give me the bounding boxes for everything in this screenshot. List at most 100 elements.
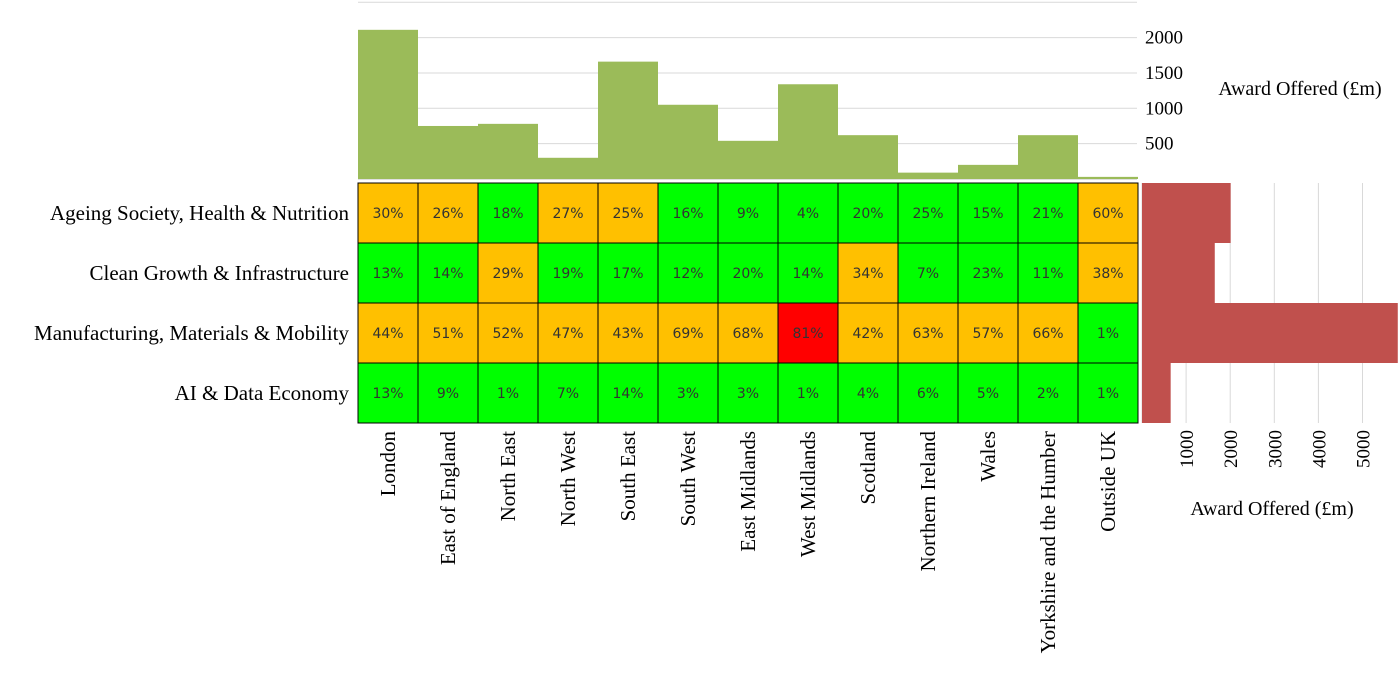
- side-x-tick-label: 1000: [1177, 430, 1198, 468]
- top-y-tick-labels: 500 1000 1500 2000: [1145, 28, 1183, 155]
- heatmap-cell-ai-data-economy-scotland: [837, 362, 899, 424]
- column-label-north-east: North East: [496, 431, 520, 522]
- top-y-tick-label: 2000: [1145, 28, 1183, 49]
- heatmap-cell-ageing-society-health-nutrition-scotland: [837, 182, 899, 244]
- heatmap-cell-clean-growth-infrastructure-east-of-england: [417, 242, 479, 304]
- row-label-ageing-society-health-nutrition: Ageing Society, Health & Nutrition: [50, 201, 350, 225]
- column-label-yorkshire-and-the-humber: Yorkshire and the Humber: [1036, 431, 1060, 653]
- heatmap-cell-label: 19%: [552, 266, 583, 282]
- heatmap-cell-ai-data-economy-london: [357, 362, 419, 424]
- heatmap-cell-label: 66%: [1032, 326, 1063, 342]
- column-label-outside-uk: Outside UK: [1096, 431, 1120, 532]
- heatmap-cell-ai-data-economy-yorkshire-and-the-humber: [1017, 362, 1079, 424]
- side-bar-ai-data-economy: [1142, 363, 1171, 423]
- heatmap-cell-label: 9%: [437, 386, 459, 402]
- side-x-tick-labels: 1000 2000 3000 4000 5000: [1177, 430, 1374, 468]
- top-bar-london: [358, 29, 418, 180]
- heatmap-cell-label: 12%: [672, 266, 703, 282]
- side-x-tick-label: 5000: [1354, 430, 1375, 468]
- heatmap-cell-label: 38%: [1092, 266, 1123, 282]
- heatmap-cell-label: 21%: [1032, 206, 1063, 222]
- heatmap-cell-labels: 30% 26% 18% 27% 25% 16% 9% 4% 20% 25% 15% 21% 60% 13%…: [372, 206, 1123, 402]
- heatmap-cell-label: 16%: [672, 206, 703, 222]
- heatmap-cell-ageing-society-health-nutrition-wales: [957, 182, 1019, 244]
- column-label-wales: Wales: [976, 431, 1000, 482]
- heatmap-cell-clean-growth-infrastructure-south-west: [657, 242, 719, 304]
- heatmap-cell-label: 14%: [432, 266, 463, 282]
- heatmap-cell-ai-data-economy-north-east: [477, 362, 539, 424]
- side-bar-ageing-society-health-nutrition: [1142, 183, 1231, 243]
- heatmap-cell-label: 69%: [672, 326, 703, 342]
- heatmap-cell-ai-data-economy-west-midlands: [777, 362, 839, 424]
- side-x-axis-label: Award Offered (£m): [1190, 498, 1353, 520]
- heatmap-cell-label: 17%: [612, 266, 643, 282]
- heatmap-cell-label: 5%: [977, 386, 999, 402]
- top-y-axis-label: Award Offered (£m): [1218, 78, 1381, 100]
- heatmap-cell-label: 13%: [372, 266, 403, 282]
- heatmap-cell-label: 6%: [917, 386, 939, 402]
- heatmap-cell-label: 52%: [492, 326, 523, 342]
- heatmap-cell-label: 3%: [737, 386, 759, 402]
- heatmap-cell-label: 81%: [792, 326, 823, 342]
- top-bar-wales: [958, 164, 1018, 179]
- heatmap-cell-label: 29%: [492, 266, 523, 282]
- heatmap-cell-clean-growth-infrastructure-outside-uk: [1077, 242, 1139, 304]
- heatmap-row-labels: Ageing Society, Health & Nutrition Clean …: [34, 201, 349, 405]
- heatmap-cell-ageing-society-health-nutrition-north-east: [477, 182, 539, 244]
- heatmap-cell-clean-growth-infrastructure-south-east: [597, 242, 659, 304]
- top-bar-outside-uk: [1078, 176, 1138, 179]
- heatmap-cell-clean-growth-infrastructure-wales: [957, 242, 1019, 304]
- heatmap-column-labels: London East of England North East North Wes…: [376, 431, 1120, 654]
- heatmap-cell-ai-data-economy-north-west: [537, 362, 599, 424]
- heatmap-cell-clean-growth-infrastructure-east-midlands: [717, 242, 779, 304]
- heatmap-cell-clean-growth-infrastructure-north-west: [537, 242, 599, 304]
- column-label-south-west: South West: [676, 431, 700, 527]
- column-label-north-west: North West: [556, 431, 580, 526]
- top-bar-yorkshire-and-the-humber: [1018, 135, 1078, 179]
- top-bar-east-midlands: [718, 140, 778, 179]
- top-bar-south-east: [598, 61, 658, 179]
- heatmap-cell-label: 1%: [1097, 386, 1119, 402]
- heatmap-cell-manufacturing-materials-mobility-west-midlands: [777, 302, 839, 364]
- side-bar-clean-growth-infrastructure: [1142, 243, 1215, 303]
- top-bar-south-west: [658, 104, 718, 179]
- column-label-northern-ireland: Northern Ireland: [916, 431, 940, 572]
- heatmap-cell-label: 25%: [612, 206, 643, 222]
- top-y-tick-label: 1000: [1145, 98, 1183, 119]
- heatmap-cell-label: 25%: [912, 206, 943, 222]
- row-label-clean-growth-infrastructure: Clean Growth & Infrastructure: [90, 261, 350, 285]
- heatmap-cell-label: 1%: [797, 386, 819, 402]
- heatmap-cell-ai-data-economy-wales: [957, 362, 1019, 424]
- heatmap-cell-label: 43%: [612, 326, 643, 342]
- top-y-tick-label: 500: [1145, 134, 1174, 155]
- heatmap-cell-manufacturing-materials-mobility-outside-uk: [1077, 302, 1139, 364]
- column-label-scotland: Scotland: [856, 431, 880, 505]
- heatmap-cell-label: 1%: [1097, 326, 1119, 342]
- heatmap-cell-label: 23%: [972, 266, 1003, 282]
- heatmap-cell-label: 63%: [912, 326, 943, 342]
- heatmap-cell-ai-data-economy-east-midlands: [717, 362, 779, 424]
- heatmap-cell-label: 4%: [857, 386, 879, 402]
- heatmap-cell-label: 14%: [612, 386, 643, 402]
- heatmap-cell-ageing-society-health-nutrition-east-midlands: [717, 182, 779, 244]
- heatmap-cell-manufacturing-materials-mobility-wales: [957, 302, 1019, 364]
- column-label-london: London: [376, 431, 400, 497]
- heatmap-cell-label: 4%: [797, 206, 819, 222]
- heatmap-cells: [357, 182, 1139, 424]
- heatmap-cell-ageing-society-health-nutrition-outside-uk: [1077, 182, 1139, 244]
- heatmap-cell-label: 34%: [852, 266, 883, 282]
- heatmap-cell-clean-growth-infrastructure-north-east: [477, 242, 539, 304]
- heatmap-cell-label: 68%: [732, 326, 763, 342]
- heatmap-cell-ai-data-economy-south-east: [597, 362, 659, 424]
- heatmap-cell-label: 18%: [492, 206, 523, 222]
- heatmap-cell-label: 27%: [552, 206, 583, 222]
- column-label-east-midlands: East Midlands: [736, 431, 760, 552]
- column-label-east-of-england: East of England: [436, 431, 460, 566]
- heatmap-cell-label: 7%: [917, 266, 939, 282]
- heatmap-cell-label: 44%: [372, 326, 403, 342]
- heatmap-cell-label: 3%: [677, 386, 699, 402]
- heatmap-cell-label: 26%: [432, 206, 463, 222]
- heatmap-cell-label: 1%: [497, 386, 519, 402]
- heatmap-cell-clean-growth-infrastructure-scotland: [837, 242, 899, 304]
